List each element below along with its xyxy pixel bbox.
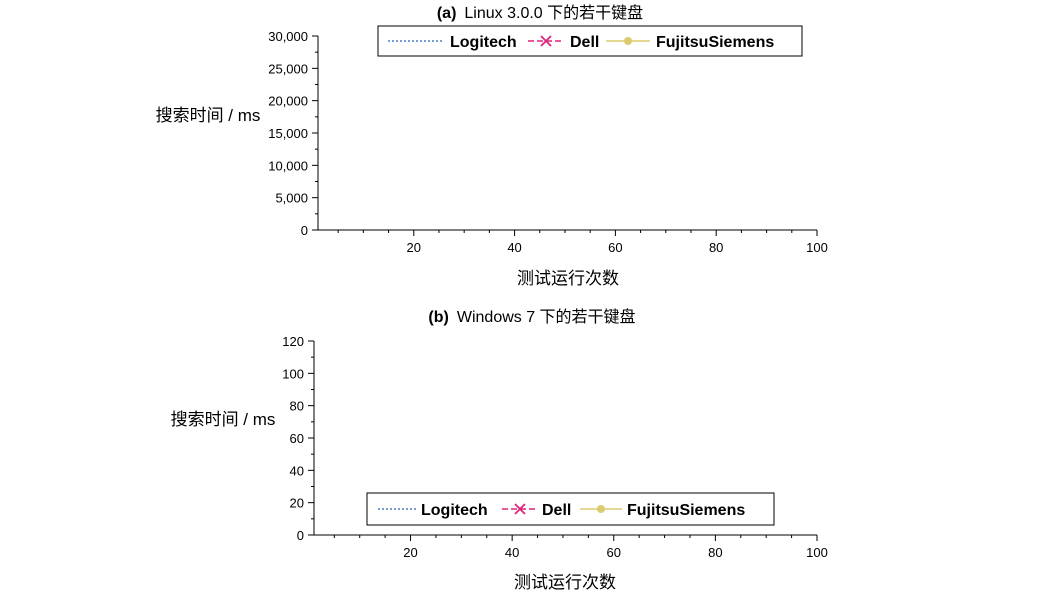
chart-b-xtick-label: 40 [505, 545, 519, 560]
chart-a-legend: Logitech Dell FujitsuSiemens [377, 25, 803, 57]
chart-panel-a: (a) Linux 3.0.0 下的若干键盘 0 5,000 10,000 15,000… [156, 3, 828, 288]
chart-a-legend-box [377, 25, 803, 57]
chart-a-ticks: 0 5,000 10,000 15,000 20,000 25,000 30,000 20 40… [268, 29, 828, 255]
chart-b-ytick-label: 20 [290, 496, 304, 511]
chart-b-ytick-label: 40 [290, 463, 304, 478]
chart-b-xtick-label: 100 [806, 545, 828, 560]
chart-a-legend-label-fujitsu: FujitsuSiemens [656, 34, 774, 51]
chart-b-ticks: 0 20 40 60 80 100 120 20 40 60 80 100 [282, 334, 828, 560]
chart-a-ytick-label: 5,000 [275, 191, 308, 206]
chart-b-ytick-label: 0 [297, 528, 304, 543]
chart-a-xtick-label: 20 [407, 240, 421, 255]
chart-b-ylabel: 搜索时间 / ms [171, 410, 276, 429]
chart-b-legend-label-logitech: Logitech [421, 502, 488, 519]
chart-b-ytick-label: 100 [282, 366, 304, 381]
chart-b-xtick-label: 60 [607, 545, 621, 560]
chart-b-legend-label-dell: Dell [542, 502, 571, 519]
chart-a-ytick-label: 0 [301, 223, 308, 238]
chart-a-xtick-label: 60 [608, 240, 622, 255]
chart-a-ytick-label: 20,000 [268, 94, 308, 109]
chart-a-ytick-label: 15,000 [268, 126, 308, 141]
chart-a-ytick-label: 30,000 [268, 29, 308, 44]
chart-a-legend-marker-fujitsu [624, 37, 632, 45]
chart-b-legend-box [366, 492, 775, 526]
chart-a-legend-label-dell: Dell [570, 34, 599, 51]
chart-a-ytick-label: 10,000 [268, 158, 308, 173]
chart-b-xlabel: 测试运行次数 [514, 573, 616, 592]
chart-a-legend-label-logitech: Logitech [450, 34, 517, 51]
chart-b-ytick-label: 120 [282, 334, 304, 349]
chart-a-ylabel: 搜索时间 / ms [156, 106, 261, 125]
chart-b-legend-marker-fujitsu [597, 505, 605, 513]
chart-panel-b: (b) Windows 7 下的若干键盘 0 20 40 60 80 100 120 20 40 6… [171, 307, 828, 592]
chart-b-legend: Logitech Dell FujitsuSiemens [366, 492, 775, 526]
chart-b-xtick-label: 20 [403, 545, 417, 560]
chart-a-title: (a) Linux 3.0.0 下的若干键盘 [437, 3, 643, 22]
chart-b-legend-marker-dell [514, 503, 526, 515]
chart-a-xtick-label: 100 [806, 240, 828, 255]
chart-a-legend-marker-dell [540, 35, 552, 47]
chart-a-xlabel: 测试运行次数 [517, 269, 619, 288]
chart-b-title: (b) Windows 7 下的若干键盘 [428, 307, 635, 326]
chart-b-ytick-label: 80 [290, 399, 304, 414]
chart-b-xtick-label: 80 [708, 545, 722, 560]
chart-a-xtick-label: 80 [709, 240, 723, 255]
chart-a-xtick-label: 40 [507, 240, 521, 255]
chart-b-legend-label-fujitsu: FujitsuSiemens [627, 502, 745, 519]
chart-a-ytick-label: 25,000 [268, 61, 308, 76]
chart-b-ytick-label: 60 [290, 431, 304, 446]
